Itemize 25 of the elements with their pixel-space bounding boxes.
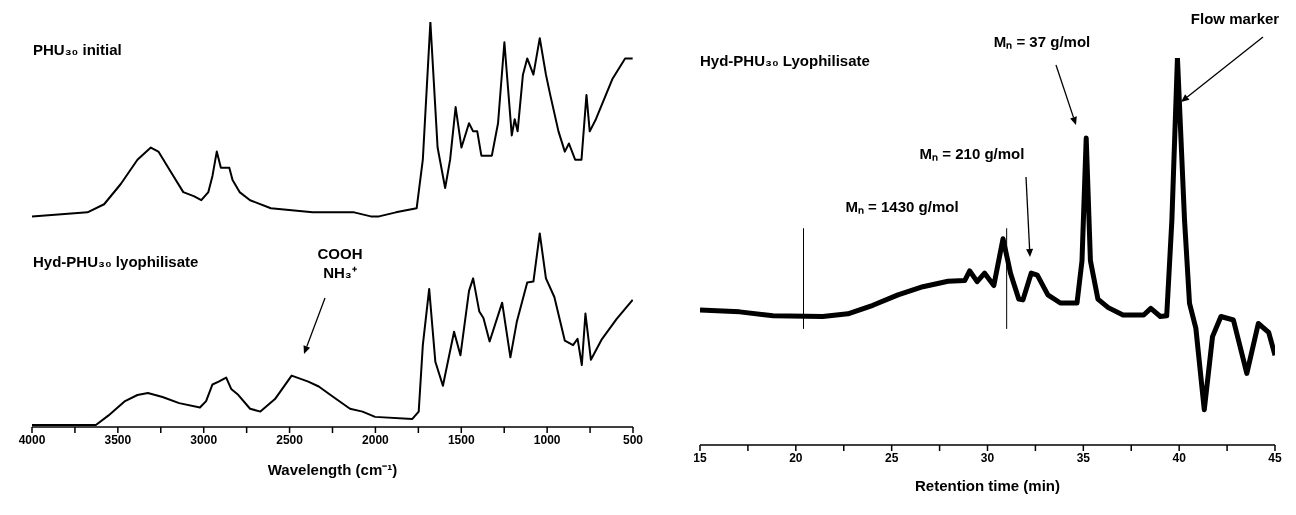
x-tick-label: 20 — [789, 450, 803, 465]
x-tick-label: 2500 — [276, 432, 304, 447]
chart-title: Hyd-PHU₃₀ Lyophilisate — [700, 52, 870, 69]
x-tick-label: 35 — [1076, 450, 1091, 465]
x-tick-label: 2000 — [362, 432, 390, 447]
text: Flow marker — [1190, 9, 1280, 28]
x-tick-label: 3000 — [190, 432, 218, 447]
annotation: Mₙ = 210 g/mol — [919, 144, 1025, 163]
x-tick-label: 40 — [1172, 450, 1187, 465]
x-axis-title: Retention time (min) — [914, 477, 1061, 494]
x-tick-label: 1500 — [447, 432, 475, 447]
x-tick-label: 1000 — [533, 432, 561, 447]
annotation: PHU₃₀ initial — [33, 40, 122, 59]
x-axis-title: Wavelength (cm⁻¹) — [266, 460, 399, 479]
text: Mₙ = 37 g/mol — [993, 32, 1091, 51]
x-tick-label: 15 — [693, 450, 707, 465]
x-tick-label: 45 — [1268, 450, 1282, 465]
x-tick-label: 3500 — [104, 432, 132, 447]
x-tick-label: 4000 — [18, 432, 46, 447]
x-tick-label: 25 — [884, 450, 899, 465]
annotation: COOH NH₃⁺ — [317, 244, 363, 282]
annotation: Mₙ = 1430 g/mol — [845, 197, 959, 216]
x-tick-label: 30 — [980, 450, 995, 465]
annotation: Hyd-PHU₃₀ lyophilisate — [33, 252, 199, 271]
x-tick-label: 500 — [622, 432, 644, 447]
